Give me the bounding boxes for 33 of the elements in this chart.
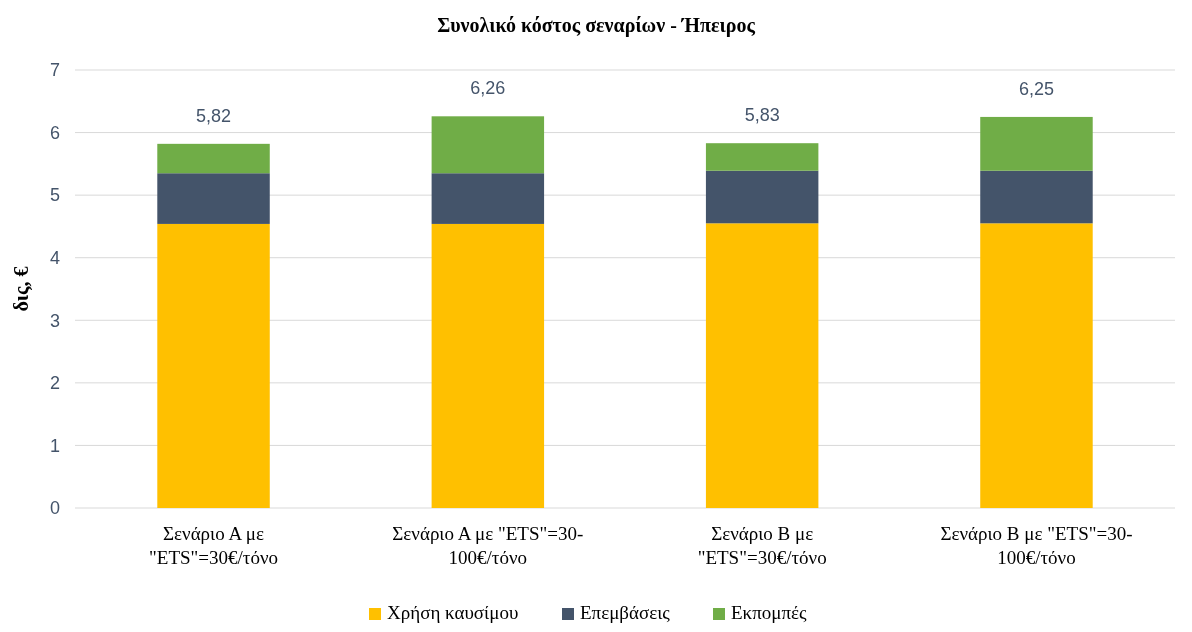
legend-label: Χρήση καυσίμου: [387, 602, 519, 623]
y-tick-label: 4: [49, 248, 61, 269]
legend-label: Εκπομπές: [731, 602, 808, 623]
bar: [980, 116, 1093, 171]
total-label: 5,83: [744, 105, 780, 126]
bar: [157, 173, 270, 224]
chart-title: Συνολικό κόστος σεναρίων - Ήπειρος: [437, 14, 756, 37]
total-label: 6,25: [1018, 78, 1054, 99]
bar: [431, 173, 545, 224]
x-tick-label: Σενάριο Α με "ETS"=30€/τόνο: [149, 523, 279, 568]
bar: [157, 143, 270, 174]
bar: [431, 223, 545, 508]
bar: [705, 170, 819, 224]
bar: [705, 223, 819, 508]
y-tick-label: 3: [49, 310, 61, 331]
bar: [980, 223, 1093, 508]
total-label: 5,82: [196, 105, 232, 126]
y-tick-label: 6: [49, 122, 61, 143]
x-tick-label: Σενάριο Α με "ETS"=30-100€/τόνο: [392, 523, 584, 568]
y-axis-title: δις, €: [10, 266, 33, 312]
y-tick-label: 0: [49, 498, 61, 519]
y-tick-label: 2: [49, 373, 61, 394]
total-label: 6,26: [470, 78, 506, 99]
x-tick-label: Σενάριο Β με "ETS"=30€/τόνο: [697, 523, 827, 568]
y-tick-label: 7: [49, 60, 61, 81]
legend-label: Επεμβάσεις: [580, 602, 671, 623]
x-tick-label: Σενάριο Β με "ETS"=30-100€/τόνο: [940, 523, 1133, 568]
bar: [157, 223, 270, 508]
bar: [431, 116, 545, 174]
bar: [705, 143, 819, 171]
y-tick-label: 5: [49, 185, 61, 206]
bar: [980, 170, 1093, 224]
y-tick-label: 1: [49, 435, 61, 456]
